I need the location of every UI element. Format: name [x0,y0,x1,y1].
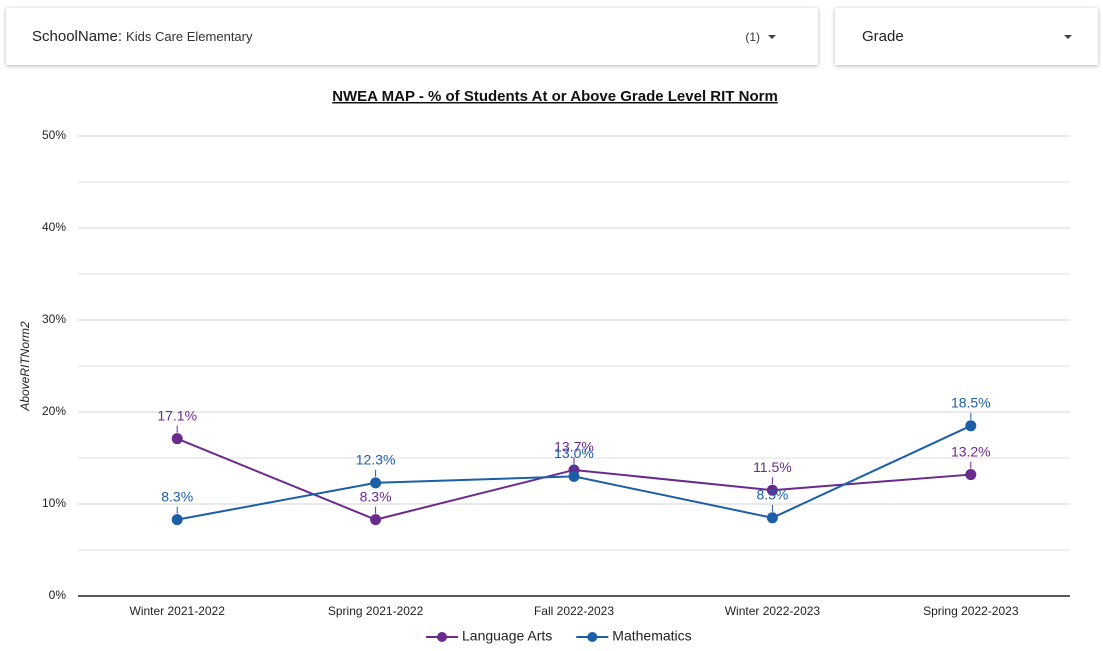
data-label: 12.3% [356,452,396,468]
data-point [766,484,778,496]
data-point [568,470,580,482]
legend-marker [587,632,598,642]
data-label: 11.5% [753,459,792,475]
data-point [171,433,183,445]
filter-value: Kids Care Elementary [126,29,253,44]
chart-title: NWEA MAP - % of Students At or Above Gra… [332,88,778,105]
x-tick-label: Spring 2021-2022 [328,604,424,618]
y-tick-label: 10% [42,496,66,510]
data-point [766,512,778,524]
y-tick-label: 20% [42,404,66,418]
filter-name: SchoolName: [32,28,123,45]
data-label: 8.3% [360,488,392,504]
dropdown-caret [1064,34,1072,39]
y-tick-label: 30% [42,312,66,326]
data-label: 17.1% [157,407,197,423]
y-tick-label: 50% [42,128,66,142]
x-tick-label: Winter 2021-2022 [130,604,226,618]
legend-label: Mathematics [612,628,691,644]
grade-filter[interactable]: Grade [835,8,1098,65]
data-label: 13.0% [554,445,594,461]
data-label: 13.7% [554,439,594,455]
dropdown-caret [768,34,776,39]
data-label: 8.3% [161,488,193,504]
x-tick-label: Winter 2022-2023 [725,604,821,618]
legend-marker [437,632,447,642]
filter-count: (1) [745,29,760,44]
data-label: 8.5% [756,487,788,503]
legend-label: Language Arts [462,628,552,644]
data-point [171,514,183,526]
data-label: 18.5% [951,395,991,411]
y-tick-label: 40% [42,220,66,234]
x-tick-label: Fall 2022-2023 [534,604,614,618]
school-filter[interactable]: SchoolName: Kids Care Elementary (1) [6,8,818,65]
y-tick-label: 0% [49,588,67,602]
data-point [965,469,977,481]
data-point [965,420,977,432]
y-axis-label: AboveRITNorm2 [18,321,32,412]
data-point [370,477,382,489]
data-point [370,514,382,526]
filter-name: Grade [862,28,904,45]
data-label: 13.2% [951,443,991,459]
x-tick-label: Spring 2022-2023 [923,604,1019,618]
